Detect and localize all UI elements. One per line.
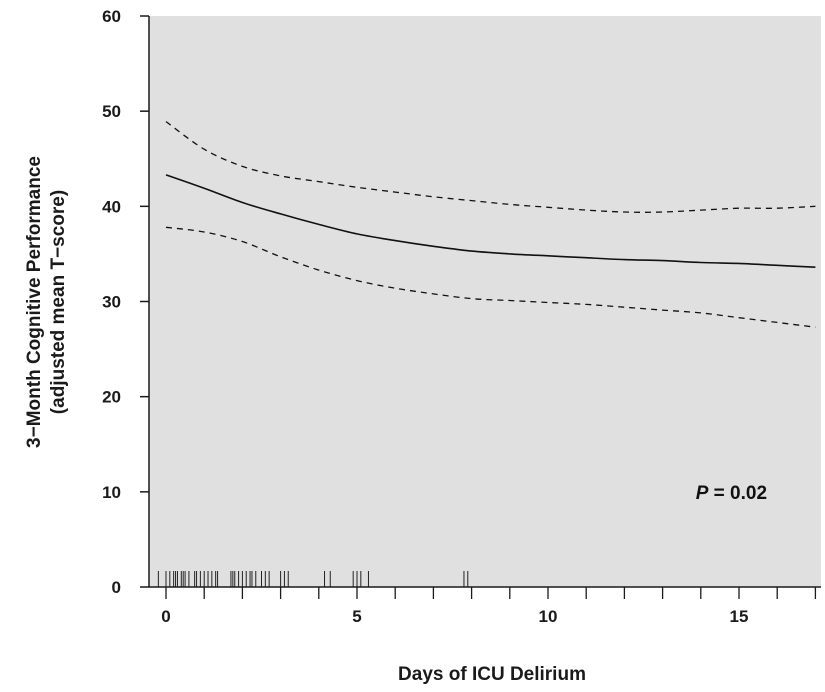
x-tick-label-10: 10 (539, 607, 558, 626)
y-tick-label-40: 40 (102, 197, 121, 216)
y-tick-label-10: 10 (102, 483, 121, 502)
x-tick-label-15: 15 (730, 607, 749, 626)
x-axis-title: Days of ICU Delirium (398, 664, 586, 685)
x-tick-label-5: 5 (352, 607, 361, 626)
y-tick-label-30: 30 (102, 293, 121, 312)
x-ticks: 0 5 10 15 (161, 587, 817, 626)
y-axis-title-line1: 3−Month Cognitive Performance (24, 156, 45, 448)
x-tick-label-0: 0 (161, 607, 170, 626)
y-axis-title-line2: (adjusted mean T−score) (48, 190, 69, 414)
estimate-line (165, 174, 816, 268)
y-tick-label-60: 60 (102, 7, 121, 26)
p-value-text: = 0.02 (708, 483, 767, 504)
y-tick-label-20: 20 (102, 388, 121, 407)
plot-area (149, 16, 821, 587)
series-layer (165, 121, 816, 328)
upper-ci-line (165, 121, 816, 213)
y-ticks: 0 10 20 30 40 50 60 (102, 7, 149, 597)
y-tick-label-0: 0 (112, 578, 121, 597)
y-tick-label-50: 50 (102, 102, 121, 121)
p-value-annotation: P = 0.02 (696, 483, 767, 504)
p-value-symbol: P (696, 483, 709, 504)
rug-layer (157, 571, 469, 587)
lower-ci-line (165, 226, 816, 328)
